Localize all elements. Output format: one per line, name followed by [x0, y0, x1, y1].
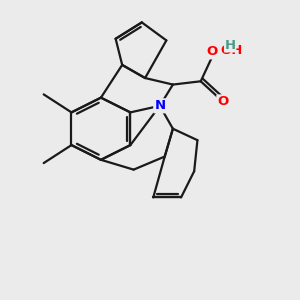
Text: N: N — [154, 99, 165, 112]
Text: O: O — [217, 95, 229, 108]
Text: O: O — [207, 45, 218, 58]
Text: OH: OH — [220, 44, 243, 57]
Text: H: H — [225, 39, 236, 52]
